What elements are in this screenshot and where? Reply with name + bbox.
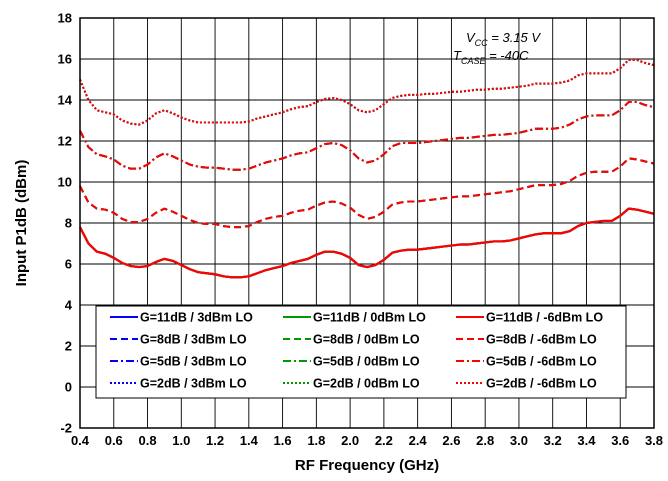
legend-label: G=8dB / 0dBm LO xyxy=(313,333,420,347)
y-tick-label: 16 xyxy=(58,52,72,67)
series-line xyxy=(79,101,655,171)
annotation-vcc: VCC = 3.15 V xyxy=(466,30,541,48)
x-tick-label: 2.8 xyxy=(476,433,494,448)
legend-label: G=2dB / -6dBm LO xyxy=(486,377,597,391)
x-tick-label: 1.0 xyxy=(172,433,190,448)
y-axis-title: Input P1dB (dBm) xyxy=(13,160,30,287)
x-tick-label: 3.2 xyxy=(544,433,562,448)
y-tick-label: 18 xyxy=(58,11,72,26)
x-tick-label: 3.6 xyxy=(611,433,629,448)
series-line xyxy=(79,157,655,229)
legend-label: G=11dB / -6dBm LO xyxy=(486,311,603,325)
y-tick-label: 0 xyxy=(65,380,72,395)
conditions-annotation: VCC = 3.15 V TCASE = -40C xyxy=(453,30,541,66)
legend-label: G=11dB / 0dBm LO xyxy=(313,311,426,325)
x-tick-label: 2.6 xyxy=(442,433,460,448)
y-tick-label: 12 xyxy=(58,134,72,149)
x-tick-label: 0.6 xyxy=(105,433,123,448)
y-tick-label: 4 xyxy=(65,298,73,313)
annotation-tcase: TCASE = -40C xyxy=(453,48,529,66)
legend-label: G=2dB / 0dBm LO xyxy=(313,377,420,391)
series-line xyxy=(79,59,655,126)
plot-frame xyxy=(79,17,655,429)
series-layer xyxy=(79,59,655,279)
x-tick-label: 1.4 xyxy=(240,433,259,448)
y-tick-label: 14 xyxy=(58,93,73,108)
legend-label: G=5dB / 3dBm LO xyxy=(140,355,247,369)
y-tick-label: 2 xyxy=(65,339,72,354)
series-line xyxy=(79,157,655,229)
legend: G=11dB / 3dBm LO G=11dB / 0dBm LO G=11dB /… xyxy=(95,305,627,399)
y-tick-label: 10 xyxy=(58,175,72,190)
x-tick-label: 2.4 xyxy=(409,433,428,448)
legend-box xyxy=(95,305,627,399)
y-tick-label: -2 xyxy=(60,421,72,436)
series-line xyxy=(79,157,655,229)
x-axis-title: RF Frequency (GHz) xyxy=(295,457,439,474)
x-tick-label: 1.2 xyxy=(206,433,224,448)
tick-layer: -2 0 2 4 6 8 10 12 14 16 18 0.4 0.6 0.8 1.0 1.2 1.4 1.6 1.… xyxy=(58,11,664,449)
series-line xyxy=(79,59,655,126)
series-line xyxy=(79,59,655,126)
x-tick-label: 2.0 xyxy=(341,433,359,448)
x-tick-label: 1.6 xyxy=(274,433,292,448)
x-tick-label: 2.2 xyxy=(375,433,393,448)
series-line xyxy=(79,101,655,171)
x-tick-label: 3.4 xyxy=(577,433,596,448)
legend-label: G=5dB / -6dBm LO xyxy=(486,355,597,369)
x-tick-label: 1.8 xyxy=(307,433,325,448)
legend-label: G=11dB / 3dBm LO xyxy=(140,311,253,325)
x-tick-label: 3.0 xyxy=(510,433,528,448)
y-tick-label: 6 xyxy=(65,257,72,272)
x-tick-label: 0.4 xyxy=(71,433,90,448)
y-tick-label: 8 xyxy=(65,216,72,231)
series-line xyxy=(79,101,655,171)
legend-label: G=8dB / 3dBm LO xyxy=(140,333,247,347)
legend-label: G=2dB / 3dBm LO xyxy=(140,377,247,391)
series-line xyxy=(79,207,655,279)
legend-label: G=5dB / 0dBm LO xyxy=(313,355,420,369)
x-tick-label: 3.8 xyxy=(645,433,663,448)
x-tick-label: 0.8 xyxy=(138,433,156,448)
legend-label: G=8dB / -6dBm LO xyxy=(486,333,597,347)
